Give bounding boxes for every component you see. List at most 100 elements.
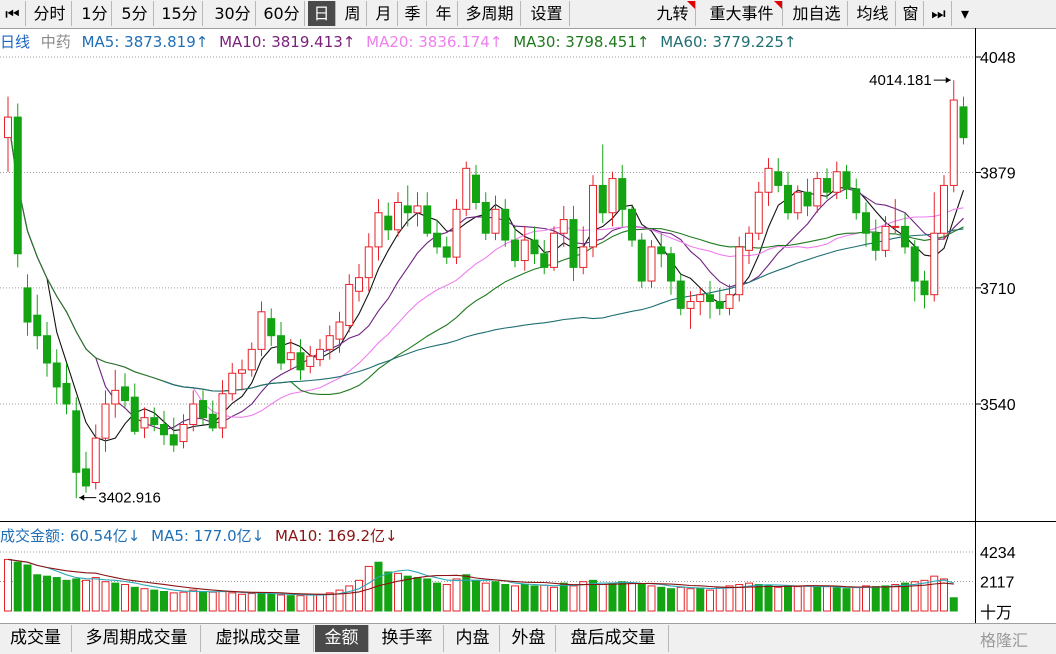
dropdown-button[interactable]: ▾ bbox=[954, 1, 976, 26]
volume-bar-up bbox=[355, 579, 363, 612]
ma20-line bbox=[7, 117, 964, 418]
candle-down bbox=[160, 423, 168, 436]
volume-bar-up bbox=[101, 581, 110, 612]
volume-bar-down bbox=[871, 586, 880, 612]
volume-bar-down bbox=[43, 575, 51, 612]
tool-button-4[interactable]: 窗 bbox=[898, 1, 924, 26]
indicator-tab-2[interactable]: 虚拟成交量 bbox=[203, 625, 314, 652]
candle-down bbox=[296, 352, 305, 371]
tool-button-2[interactable]: 加自选 bbox=[786, 1, 848, 26]
volume-bar-down bbox=[559, 582, 568, 612]
candle-down bbox=[121, 386, 129, 402]
price-axis-label: 3540 bbox=[980, 397, 1016, 414]
volume-bar-down bbox=[637, 584, 646, 612]
candle-up bbox=[589, 184, 597, 248]
volume-bar-down bbox=[286, 595, 295, 612]
candle-down bbox=[530, 239, 539, 255]
candle-down bbox=[842, 171, 851, 190]
candle-up bbox=[218, 393, 227, 429]
volume-bar-up bbox=[316, 593, 324, 612]
candle-down bbox=[784, 184, 792, 214]
period-button-8[interactable]: 月 bbox=[370, 1, 398, 26]
volume-bar-up bbox=[823, 586, 831, 612]
volume-bar-up bbox=[228, 592, 237, 612]
volume-bar-up bbox=[940, 578, 948, 612]
indicator-tab-3[interactable]: 金额 bbox=[315, 625, 369, 652]
candle-down bbox=[150, 417, 159, 425]
candle-down bbox=[823, 178, 831, 193]
volume-bar-down bbox=[267, 593, 276, 612]
volume-bar-up bbox=[774, 586, 783, 612]
indicator-tab-5[interactable]: 内盘 bbox=[446, 625, 500, 652]
period-button-9[interactable]: 季 bbox=[399, 1, 427, 26]
candle-down bbox=[667, 253, 675, 282]
volume-bar-down bbox=[491, 581, 500, 612]
volume-bar-down bbox=[813, 586, 822, 612]
volume-bar-up bbox=[140, 588, 149, 612]
candle-down bbox=[208, 413, 217, 429]
period-button-4[interactable]: 30分 bbox=[210, 1, 256, 26]
tool-button-0[interactable]: 九转 bbox=[650, 1, 696, 26]
volume-bar-up bbox=[511, 585, 519, 612]
candle-up bbox=[550, 232, 558, 268]
candle-down bbox=[130, 396, 139, 432]
volume-bar-up bbox=[394, 572, 402, 612]
candle-down bbox=[511, 239, 519, 262]
price-axis-label: 3710 bbox=[980, 281, 1016, 298]
candle-down bbox=[657, 246, 666, 255]
indicator-tab-1[interactable]: 多周期成交量 bbox=[73, 625, 201, 652]
volume-bar-down bbox=[608, 582, 617, 612]
candle-up bbox=[306, 355, 315, 367]
volume-bar-down bbox=[472, 579, 480, 612]
indicator-tab-7[interactable]: 盘后成交量 bbox=[558, 625, 669, 652]
period-button-12[interactable]: 设置 bbox=[524, 1, 570, 26]
candle-up bbox=[686, 301, 695, 309]
watermark-logo: 格隆汇 bbox=[980, 631, 1029, 650]
volume-bar-down bbox=[433, 582, 441, 612]
candle-up bbox=[647, 246, 656, 282]
volume-bar-down bbox=[413, 577, 422, 612]
volume-title: 成交金额: 60.54亿↓ bbox=[0, 527, 141, 545]
forward-arrow-icon: ⏭ bbox=[931, 4, 946, 23]
tool-button-1[interactable]: 重大事件 bbox=[701, 1, 783, 26]
candle-up bbox=[247, 348, 256, 371]
period-button-11[interactable]: 多周期 bbox=[459, 1, 521, 26]
candle-down bbox=[72, 410, 81, 473]
candle-up bbox=[394, 201, 402, 231]
back-arrow-button[interactable]: ⏮ bbox=[0, 1, 26, 26]
candle-up bbox=[345, 283, 354, 326]
period-button-2[interactable]: 5分 bbox=[116, 1, 154, 26]
candle-down bbox=[33, 314, 42, 337]
period-button-6[interactable]: 日 bbox=[308, 1, 336, 26]
tool-button-3[interactable]: 均线 bbox=[850, 1, 896, 26]
candle-up bbox=[335, 321, 344, 340]
volume-ma5: MA5: 177.0亿↓ bbox=[151, 527, 265, 545]
candle-up bbox=[949, 99, 958, 186]
period-button-1[interactable]: 1分 bbox=[78, 1, 112, 26]
volume-bar-down bbox=[520, 584, 529, 612]
volume-bar-down bbox=[462, 574, 471, 612]
indicator-tab-0[interactable]: 成交量 bbox=[0, 625, 72, 652]
volume-bar-down bbox=[589, 579, 597, 612]
candle-up bbox=[813, 178, 822, 207]
candle-down bbox=[433, 232, 441, 248]
candle-down bbox=[618, 178, 627, 210]
period-button-5[interactable]: 60分 bbox=[259, 1, 305, 26]
volume-ma10-line bbox=[7, 558, 954, 595]
candle-up bbox=[462, 167, 471, 210]
forward-arrow-button[interactable]: ⏭ bbox=[926, 1, 952, 26]
period-button-7[interactable]: 周 bbox=[339, 1, 367, 26]
period-button-10[interactable]: 年 bbox=[430, 1, 458, 26]
candle-up bbox=[764, 167, 773, 193]
indicator-tab-4[interactable]: 换手率 bbox=[371, 625, 444, 652]
volume-bar-up bbox=[735, 584, 744, 612]
volume-unit-label: 十万 bbox=[980, 604, 1012, 622]
volume-bar-up bbox=[706, 589, 714, 612]
period-button-0[interactable]: 分时 bbox=[28, 1, 72, 26]
period-button-3[interactable]: 15分 bbox=[157, 1, 203, 26]
indicator-tab-6[interactable]: 外盘 bbox=[502, 625, 556, 652]
volume-bar-up bbox=[686, 588, 695, 612]
candle-up bbox=[325, 335, 334, 350]
candle-up bbox=[228, 372, 237, 395]
candle-down bbox=[862, 212, 870, 234]
